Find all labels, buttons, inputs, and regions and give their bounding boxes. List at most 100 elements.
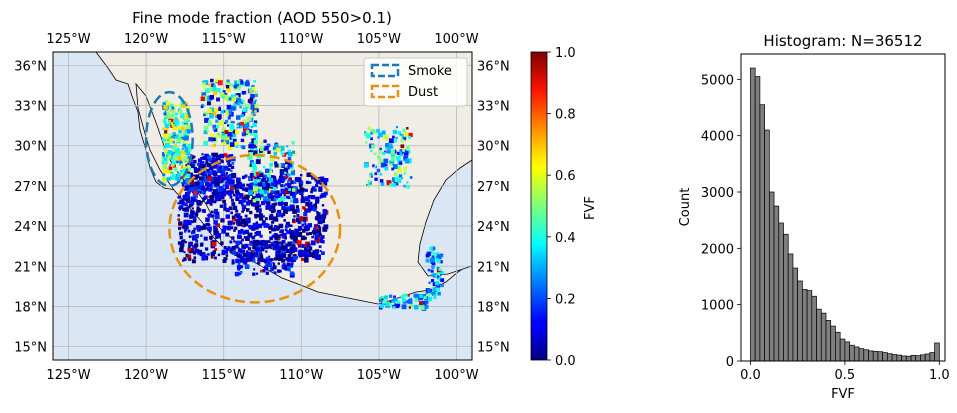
- fvf-pixel: [251, 226, 256, 231]
- fvf-pixel: [179, 232, 183, 236]
- fvf-pixel: [216, 186, 219, 189]
- fvf-pixel: [262, 151, 266, 154]
- fvf-pixel: [206, 199, 212, 204]
- fvf-pixel: [285, 190, 290, 195]
- fvf-pixel: [302, 250, 307, 255]
- fvf-pixel: [216, 97, 220, 102]
- fvf-pixel: [246, 183, 249, 187]
- fvf-pixel: [281, 240, 285, 243]
- fvf-pixel: [317, 224, 320, 228]
- fvf-pixel: [232, 217, 237, 222]
- fvf-pixel: [268, 255, 271, 258]
- fvf-pixel: [237, 234, 242, 240]
- fvf-pixel: [223, 141, 227, 145]
- histogram-bar: [820, 312, 827, 362]
- fvf-pixel: [396, 178, 402, 183]
- fvf-pixel: [184, 241, 187, 244]
- fvf-pixel: [238, 240, 243, 245]
- fvf-pixel: [205, 217, 210, 222]
- fvf-pixel: [183, 135, 189, 141]
- fvf-pixel: [433, 254, 438, 259]
- fvf-pixel: [288, 188, 291, 191]
- fvf-pixel: [286, 145, 289, 148]
- fvf-pixel: [436, 254, 442, 259]
- fvf-pixel: [257, 223, 262, 229]
- fvf-pixel: [185, 198, 190, 203]
- fvf-pixel: [365, 133, 371, 139]
- fvf-pixel: [187, 247, 192, 252]
- fvf-pixel: [185, 183, 190, 187]
- fvf-pixel: [203, 236, 208, 241]
- fvf-pixel: [310, 195, 316, 200]
- fvf-pixel: [229, 169, 233, 173]
- fvf-pixel: [205, 247, 209, 251]
- fvf-pixel: [195, 240, 199, 243]
- fvf-pixel: [311, 235, 314, 239]
- fvf-pixel: [276, 252, 281, 257]
- fvf-pixel: [183, 257, 187, 261]
- fvf-pixel: [286, 195, 289, 199]
- fvf-pixel: [244, 243, 249, 248]
- fvf-pixel: [213, 211, 217, 215]
- fvf-pixel: [186, 192, 190, 196]
- fvf-pixel: [269, 168, 272, 171]
- fvf-pixel: [318, 187, 323, 192]
- fvf-pixel: [235, 191, 241, 196]
- fvf-pixel: [212, 87, 217, 91]
- fvf-pixel: [316, 214, 321, 220]
- fvf-pixel: [307, 248, 312, 253]
- fvf-pixel: [180, 173, 183, 176]
- fvf-pixel: [258, 204, 262, 208]
- fvf-pixel: [276, 180, 281, 185]
- fvf-pixel: [251, 84, 255, 89]
- fvf-pixel: [254, 231, 257, 234]
- fvf-pixel: [265, 262, 270, 268]
- fvf-pixel: [252, 175, 256, 179]
- fvf-pixel: [220, 191, 226, 196]
- fvf-pixel: [208, 195, 211, 199]
- fvf-pixel: [252, 272, 256, 276]
- fvf-pixel: [311, 176, 315, 180]
- fvf-pixel: [224, 130, 229, 134]
- fvf-pixel: [281, 212, 286, 217]
- fvf-pixel: [167, 138, 170, 142]
- fvf-pixel: [235, 209, 239, 213]
- fvf-pixel: [436, 272, 441, 277]
- lon-tick-top: 105°W: [357, 32, 401, 47]
- fvf-pixel: [201, 92, 207, 97]
- fvf-pixel: [213, 84, 217, 88]
- fvf-pixel: [280, 245, 286, 251]
- colorbar-tick-label: 0.0: [555, 354, 576, 369]
- fvf-pixel: [246, 194, 250, 199]
- fvf-pixel: [249, 210, 253, 215]
- fvf-pixel: [389, 163, 393, 167]
- fvf-pixel: [165, 124, 170, 129]
- fvf-pixel: [221, 127, 226, 132]
- fvf-pixel: [293, 198, 299, 204]
- fvf-pixel: [207, 253, 210, 256]
- fvf-pixel: [281, 163, 286, 167]
- fvf-pixel: [437, 260, 441, 264]
- fvf-pixel: [322, 209, 327, 214]
- fvf-pixel: [197, 162, 201, 166]
- fvf-pixel: [408, 306, 411, 309]
- fvf-pixel: [261, 201, 266, 206]
- fvf-pixel: [300, 198, 305, 203]
- fvf-pixel: [304, 223, 307, 225]
- fvf-pixel: [184, 202, 188, 207]
- fvf-pixel: [257, 186, 262, 192]
- fvf-pixel: [187, 119, 191, 123]
- fvf-pixel: [264, 145, 269, 151]
- fvf-pixel: [286, 152, 289, 155]
- fvf-pixel: [317, 219, 323, 225]
- fvf-pixel: [224, 191, 227, 194]
- fvf-pixel: [212, 137, 216, 142]
- fvf-pixel: [425, 300, 429, 304]
- fvf-pixel: [195, 168, 201, 173]
- fvf-pixel: [422, 300, 427, 305]
- fvf-pixel: [291, 198, 294, 200]
- fvf-pixel: [173, 134, 179, 140]
- fvf-pixel: [417, 305, 420, 308]
- fvf-pixel: [251, 162, 257, 168]
- fvf-pixel: [231, 236, 235, 240]
